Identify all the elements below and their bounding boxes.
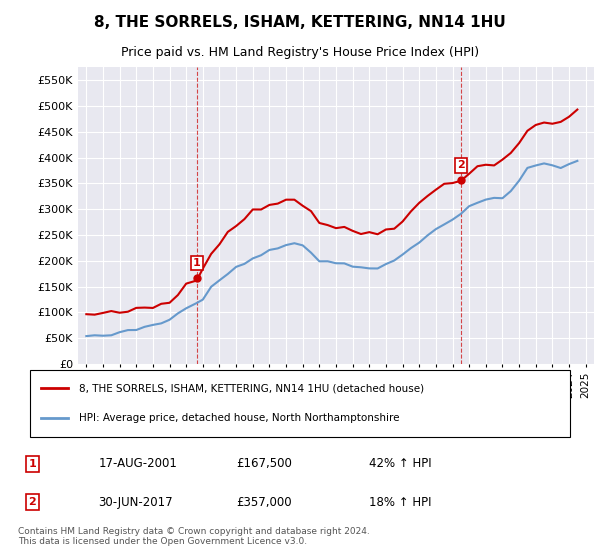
Text: 42% ↑ HPI: 42% ↑ HPI xyxy=(369,458,432,470)
Text: 8, THE SORRELS, ISHAM, KETTERING, NN14 1HU (detached house): 8, THE SORRELS, ISHAM, KETTERING, NN14 1… xyxy=(79,384,424,394)
Text: 1: 1 xyxy=(193,258,200,268)
Text: 17-AUG-2001: 17-AUG-2001 xyxy=(98,458,177,470)
Text: Price paid vs. HM Land Registry's House Price Index (HPI): Price paid vs. HM Land Registry's House … xyxy=(121,46,479,59)
Text: Contains HM Land Registry data © Crown copyright and database right 2024.
This d: Contains HM Land Registry data © Crown c… xyxy=(18,526,370,546)
Text: 8, THE SORRELS, ISHAM, KETTERING, NN14 1HU: 8, THE SORRELS, ISHAM, KETTERING, NN14 1… xyxy=(94,15,506,30)
Text: 2: 2 xyxy=(457,160,465,170)
Text: 1: 1 xyxy=(28,459,36,469)
FancyBboxPatch shape xyxy=(30,370,570,437)
Text: 18% ↑ HPI: 18% ↑ HPI xyxy=(369,496,431,508)
Text: £167,500: £167,500 xyxy=(236,458,293,470)
Text: 30-JUN-2017: 30-JUN-2017 xyxy=(98,496,173,508)
Text: £357,000: £357,000 xyxy=(236,496,292,508)
Text: 2: 2 xyxy=(28,497,36,507)
Text: HPI: Average price, detached house, North Northamptonshire: HPI: Average price, detached house, Nort… xyxy=(79,413,399,423)
